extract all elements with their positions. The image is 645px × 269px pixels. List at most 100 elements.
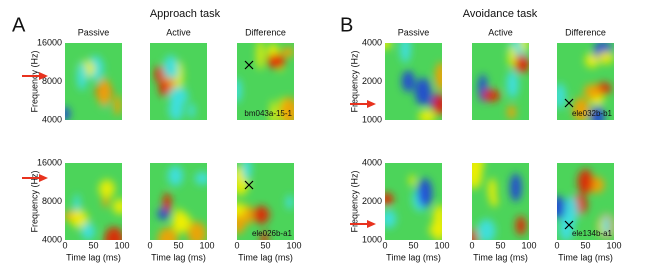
blob — [401, 70, 415, 92]
column-header: Active — [488, 27, 513, 37]
blob — [285, 195, 294, 210]
y-axis-label: Frequency (Hz) — [349, 170, 359, 232]
cell-id: bm043a-15-1 — [244, 109, 292, 118]
blob — [601, 215, 611, 237]
heatmap — [472, 43, 529, 120]
blobs — [237, 43, 294, 120]
y-tick-label: 8000 — [42, 196, 62, 206]
arrow-head — [367, 220, 376, 228]
x-tick-label: 0 — [234, 240, 239, 250]
blob — [241, 163, 252, 181]
column-header: Passive — [398, 27, 430, 37]
x-tick-label: 50 — [88, 240, 98, 250]
marker-x — [244, 180, 254, 190]
blob — [157, 208, 170, 220]
x-axis-label: Time lag (ms) — [66, 252, 121, 262]
blob — [113, 95, 122, 116]
blob — [506, 70, 519, 98]
blob — [260, 230, 268, 240]
blob — [577, 169, 594, 195]
blob — [515, 216, 527, 236]
arrow-head — [367, 100, 376, 108]
y-tick-label: 16000 — [37, 157, 62, 167]
blob — [432, 204, 442, 231]
blob — [194, 172, 207, 185]
blob — [173, 208, 185, 234]
blob — [98, 179, 115, 199]
heatmap — [65, 163, 122, 240]
blob — [256, 43, 264, 70]
x-tick-label: 0 — [62, 240, 67, 250]
blob — [583, 84, 602, 99]
blob — [154, 65, 165, 83]
panel-title: Approach task — [150, 8, 221, 20]
blob — [520, 43, 529, 53]
arrow-head — [39, 72, 48, 80]
y-tick-label: 4000 — [362, 37, 382, 47]
x-tick-label: 50 — [408, 240, 418, 250]
blob — [590, 105, 605, 120]
blob — [188, 102, 195, 119]
heatmap — [385, 163, 442, 240]
blob — [104, 226, 122, 240]
blobs — [154, 55, 195, 120]
blob — [169, 87, 189, 106]
blob — [472, 228, 478, 240]
y-axis-label: Frequency (Hz) — [29, 170, 39, 232]
blob — [385, 43, 392, 50]
blobs — [65, 179, 122, 240]
x-tick-label: 100 — [521, 240, 536, 250]
marker-x — [564, 98, 574, 108]
x-axis-label: Time lag (ms) — [151, 252, 206, 262]
y-tick-label: 1000 — [362, 114, 382, 124]
blob — [432, 93, 442, 116]
blobs — [157, 165, 207, 240]
x-tick-label: 0 — [554, 240, 559, 250]
blob — [507, 105, 516, 120]
heatmap — [237, 43, 294, 120]
blob — [414, 77, 432, 106]
y-axis-label: Frequency (Hz) — [29, 50, 39, 112]
heatmap — [472, 163, 529, 240]
blob — [163, 55, 179, 84]
x-axis-label: Time lag (ms) — [473, 252, 528, 262]
blob — [81, 222, 95, 240]
heatmap — [557, 163, 614, 240]
panel-title: Avoidance task — [463, 8, 538, 20]
blob — [417, 178, 433, 208]
column-header: Active — [166, 27, 191, 37]
blobs — [478, 43, 529, 120]
blob — [69, 210, 89, 229]
blob — [76, 61, 88, 91]
blob — [102, 195, 109, 208]
blobs — [385, 43, 442, 120]
panel-label: B — [340, 14, 353, 36]
x-tick-label: 50 — [495, 240, 505, 250]
blob — [97, 78, 112, 107]
blob — [564, 195, 579, 225]
blobs — [557, 43, 614, 120]
blob — [409, 175, 416, 186]
blob — [513, 54, 529, 74]
blob — [267, 53, 286, 69]
cell-id: ele134b-a1 — [572, 229, 613, 238]
cell-id: ele026b-a1 — [252, 229, 293, 238]
blob — [158, 79, 170, 97]
y-tick-label: 16000 — [37, 37, 62, 47]
x-tick-label: 100 — [114, 240, 129, 250]
cell-id: ele032b-b1 — [572, 109, 613, 118]
blob — [434, 62, 442, 92]
blob — [385, 209, 397, 229]
blobs — [472, 163, 527, 240]
y-tick-label: 2000 — [362, 196, 382, 206]
blob — [482, 89, 501, 102]
blob — [472, 163, 483, 189]
column-header: Difference — [565, 27, 606, 37]
x-tick-label: 100 — [199, 240, 214, 250]
heatmap — [65, 43, 122, 120]
x-axis-label: Time lag (ms) — [238, 252, 293, 262]
x-tick-label: 100 — [606, 240, 621, 250]
blob — [252, 205, 270, 224]
blob — [509, 173, 522, 202]
